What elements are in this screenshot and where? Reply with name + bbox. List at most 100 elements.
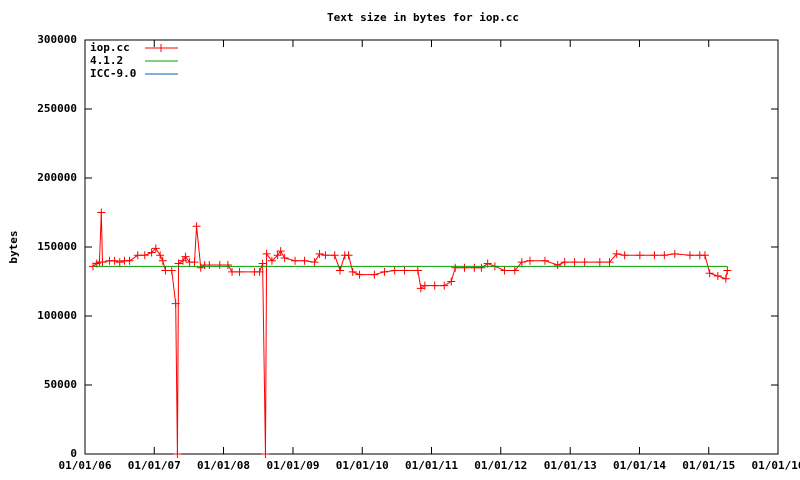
data-point [115, 258, 124, 267]
data-point [215, 260, 224, 269]
x-tick-label: 01/01/13 [544, 459, 597, 472]
data-point [721, 274, 730, 283]
y-axis-label: bytes [7, 230, 20, 263]
y-tick-label: 50000 [44, 378, 77, 391]
data-point [97, 208, 106, 217]
data-point [705, 269, 714, 278]
data-point [413, 266, 422, 275]
data-point [620, 251, 629, 260]
data-point [300, 256, 309, 265]
data-point [156, 251, 165, 260]
data-point [151, 244, 160, 253]
legend-marker [157, 44, 165, 52]
data-point [181, 252, 190, 261]
data-point [315, 249, 324, 258]
data-point [390, 266, 399, 275]
plot-frame [84, 39, 779, 455]
data-point [190, 258, 199, 267]
data-point [228, 267, 237, 276]
y-tick-label: 100000 [37, 309, 77, 322]
x-tick-label: 01/01/07 [128, 459, 181, 472]
data-point [167, 266, 176, 275]
data-point [110, 256, 119, 265]
data-point [500, 266, 509, 275]
data-point [713, 271, 722, 280]
data-point [525, 256, 534, 265]
data-point [235, 267, 244, 276]
data-point [430, 281, 439, 290]
x-tick-label: 01/01/09 [266, 459, 319, 472]
data-point [400, 266, 409, 275]
data-point [650, 251, 659, 260]
data-point [595, 258, 604, 267]
x-tick-label: 01/01/11 [405, 459, 458, 472]
data-point [125, 256, 134, 265]
data-point [178, 256, 187, 265]
data-point [660, 251, 669, 260]
data-point [276, 247, 285, 256]
data-point [723, 266, 732, 275]
data-point [685, 251, 694, 260]
data-point [336, 266, 345, 275]
data-point [440, 281, 449, 290]
y-tick-label: 200000 [37, 171, 77, 184]
x-tick-label: 01/01/14 [613, 459, 666, 472]
data-point [447, 277, 456, 286]
legend-label: ICC-9.0 [90, 67, 136, 80]
data-point [670, 249, 679, 258]
x-tick-label: 01/01/10 [336, 459, 389, 472]
data-point [140, 251, 149, 260]
chart-title: Text size in bytes for iop.cc [327, 11, 519, 24]
data-point [344, 251, 353, 260]
data-point [355, 270, 364, 279]
y-tick-label: 0 [70, 447, 77, 460]
x-tick-label: 01/01/08 [197, 459, 250, 472]
data-point [98, 258, 107, 267]
y-tick-label: 150000 [37, 240, 77, 253]
data-point [570, 258, 579, 267]
data-point [370, 270, 379, 279]
data-point [612, 249, 621, 258]
data-point [255, 267, 264, 276]
data-point [205, 260, 214, 269]
data-point [330, 251, 339, 260]
data-point [173, 450, 182, 458]
data-point [267, 256, 276, 265]
data-point [470, 263, 479, 272]
data-point [280, 254, 289, 263]
data-point [310, 258, 319, 267]
data-point [273, 251, 282, 260]
data-point [380, 267, 389, 276]
x-tick-label: 01/01/12 [474, 459, 527, 472]
data-point [192, 222, 201, 231]
data-point [147, 248, 156, 257]
data-point [517, 258, 526, 267]
data-point [262, 249, 271, 258]
legend-label: iop.cc [90, 41, 130, 54]
data-point [171, 299, 180, 308]
data-point [348, 267, 357, 276]
series-line [92, 212, 728, 455]
data-point [420, 281, 429, 290]
legend-label: 4.1.2 [90, 54, 123, 67]
data-point [133, 251, 142, 260]
data-point [560, 258, 569, 267]
data-point [605, 258, 614, 267]
y-tick-label: 300000 [37, 33, 77, 46]
data-point [321, 251, 330, 260]
data-point [460, 263, 469, 272]
data-point [261, 450, 270, 458]
y-tick-label: 250000 [37, 102, 77, 115]
data-point [580, 258, 589, 267]
data-point [635, 251, 644, 260]
data-point [553, 260, 562, 269]
data-point [291, 256, 300, 265]
x-tick-label: 01/01/16 [752, 459, 800, 472]
x-tick-label: 01/01/15 [682, 459, 735, 472]
data-point [223, 260, 232, 269]
data-point [451, 263, 460, 272]
data-point [700, 251, 709, 260]
data-point [510, 266, 519, 275]
data-point [477, 263, 486, 272]
